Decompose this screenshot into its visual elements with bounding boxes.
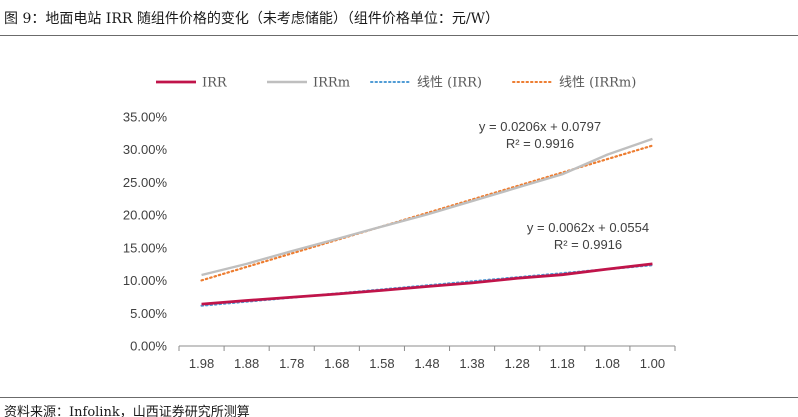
x-tick-label: 1.28 xyxy=(505,356,530,371)
y-tick-label: 30.00% xyxy=(123,142,168,157)
trendline-equations: y = 0.0206x + 0.0797 R² = 0.9916 y = 0.0… xyxy=(479,119,649,252)
x-tick-label: 1.38 xyxy=(459,356,484,371)
x-tick-label: 1.58 xyxy=(369,356,394,371)
y-tick-label: 15.00% xyxy=(123,240,168,255)
x-tick-label: 1.68 xyxy=(324,356,349,371)
x-tick-label: 1.08 xyxy=(595,356,620,371)
x-tick-label: 1.00 xyxy=(640,356,665,371)
legend-label: IRR xyxy=(202,76,228,91)
x-tick-label: 1.88 xyxy=(234,356,259,371)
y-tick-label: 10.00% xyxy=(123,273,168,288)
title-divider xyxy=(0,35,798,36)
legend-label: IRRm xyxy=(313,76,350,91)
irr-trend-equation: y = 0.0062x + 0.0554 xyxy=(527,220,649,235)
series-line-irrm xyxy=(201,137,653,277)
y-axis: 0.00% 5.00% 10.00% 15.00% 20.00% 25.00% 30.00%… xyxy=(123,110,168,354)
x-axis: 1.98 1.88 1.78 1.68 1.58 1.48 1.38 1.28 1.18 1.08… xyxy=(178,345,676,371)
y-tick-label: 35.00% xyxy=(123,110,168,125)
irr-trend-r2: R² = 0.9916 xyxy=(554,237,622,252)
source-divider xyxy=(0,397,798,398)
irrm-trend-equation: y = 0.0206x + 0.0797 xyxy=(479,119,601,134)
chart-legend: IRR IRRm 线性 (IRR) 线性 (IRRm) xyxy=(156,76,636,91)
y-tick-label: 0.00% xyxy=(130,339,167,354)
legend-label: 线性 (IRRm) xyxy=(559,76,636,91)
x-tick-label: 1.18 xyxy=(550,356,575,371)
figure-title: 图 9：地面电站 IRR 随组件价格的变化（未考虑储能）（组件价格单位：元/W） xyxy=(4,11,499,27)
x-tick-label: 1.78 xyxy=(279,356,304,371)
series-line-irr xyxy=(201,262,653,306)
y-tick-label: 20.00% xyxy=(123,208,168,223)
x-tick-label: 1.98 xyxy=(189,356,214,371)
x-tick-label: 1.48 xyxy=(414,356,439,371)
irrm-trend-r2: R² = 0.9916 xyxy=(506,136,574,151)
y-tick-label: 5.00% xyxy=(130,306,167,321)
y-tick-label: 25.00% xyxy=(123,175,168,190)
source-note: 资料来源：Infolink，山西证券研究所测算 xyxy=(4,405,250,417)
series-line-trend-irrm xyxy=(200,144,654,282)
plot-series xyxy=(200,137,654,307)
irr-line-chart: IRR IRRm 线性 (IRR) 线性 (IRRm) 0.00% 5.00% 10.00… xyxy=(123,76,676,371)
legend-label: 线性 (IRR) xyxy=(417,76,482,91)
